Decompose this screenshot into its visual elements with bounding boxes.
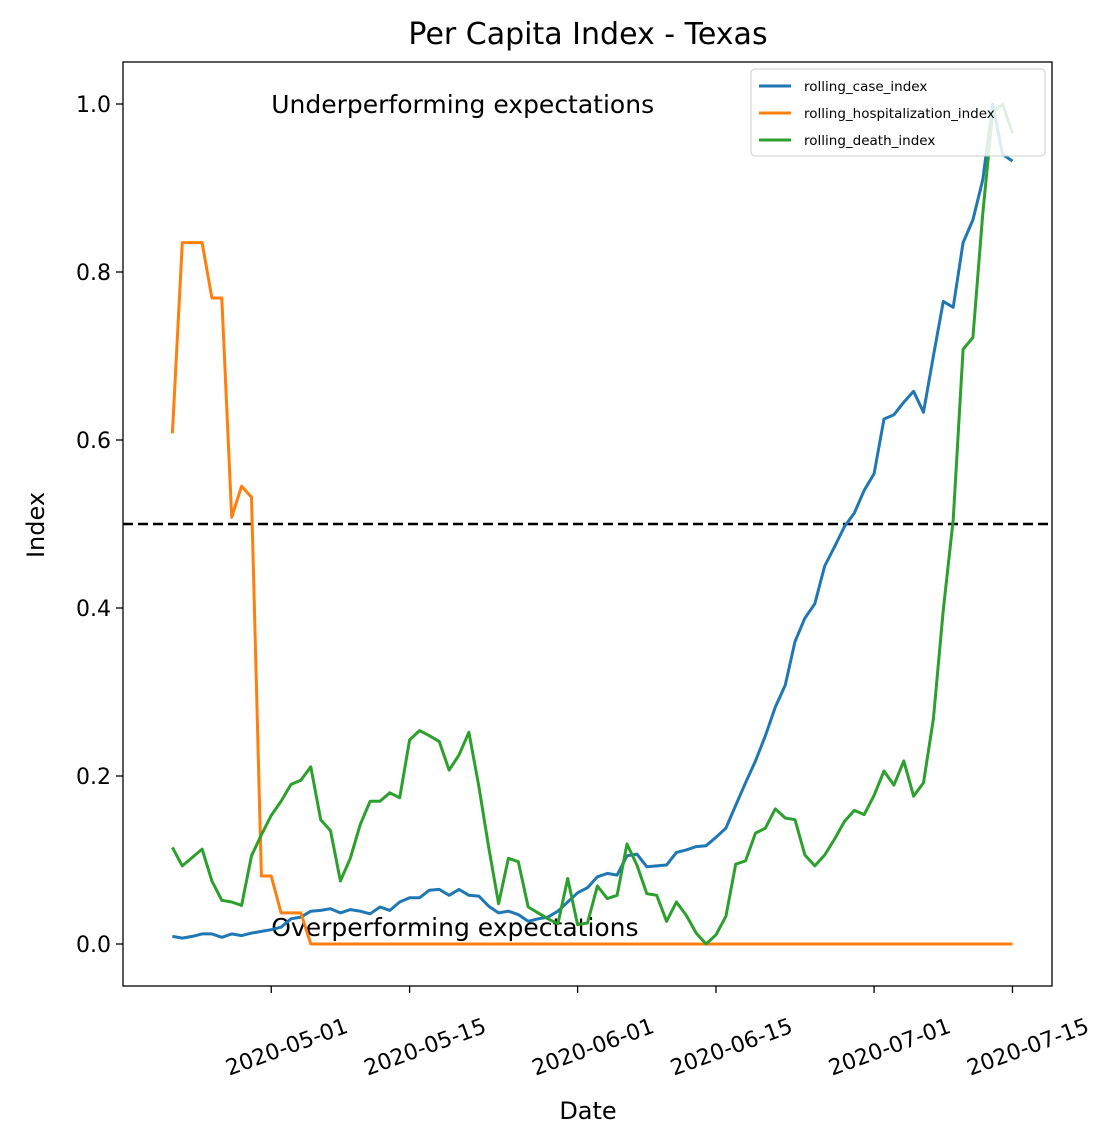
chart-title: Per Capita Index - Texas: [408, 17, 767, 52]
series-line-rolling-hospitalization-index: [170, 241, 1013, 946]
x-tick-label: 2020-05-01: [223, 1014, 352, 1081]
y-tick-label: 1.0: [76, 93, 111, 118]
legend: rolling_case_index rolling_hospitalizatio…: [750, 68, 1046, 157]
plot-area: Underperforming expectations Overperformi…: [76, 61, 1093, 1081]
annotation-underperforming: Underperforming expectations: [271, 90, 654, 119]
x-tick-label: 2020-06-01: [529, 1014, 658, 1081]
x-tick-label: 2020-06-15: [667, 1014, 796, 1081]
x-tick-label: 2020-05-15: [361, 1014, 490, 1081]
y-tick-label: 0.0: [76, 933, 111, 958]
legend-label: rolling_hospitalization_index: [804, 106, 995, 122]
series-line-rolling-death-index: [171, 102, 1014, 946]
plot-frame: [122, 61, 1053, 987]
y-tick-label: 0.8: [76, 261, 111, 286]
legend-label: rolling_case_index: [804, 79, 927, 95]
x-tick-label: 2020-07-01: [825, 1014, 954, 1081]
y-tick-label: 0.4: [76, 597, 111, 622]
y-axis-label: Index: [22, 492, 50, 558]
legend-box: [750, 68, 1046, 157]
annotation-overperforming: Overperforming expectations: [271, 913, 638, 942]
y-tick-label: 0.6: [76, 429, 111, 454]
x-tick-label: 2020-07-15: [964, 1014, 1093, 1081]
series-line-rolling-case-index: [172, 102, 1014, 940]
y-tick-label: 0.2: [76, 765, 111, 790]
legend-label: rolling_death_index: [804, 133, 935, 149]
x-axis-label: Date: [559, 1097, 616, 1125]
